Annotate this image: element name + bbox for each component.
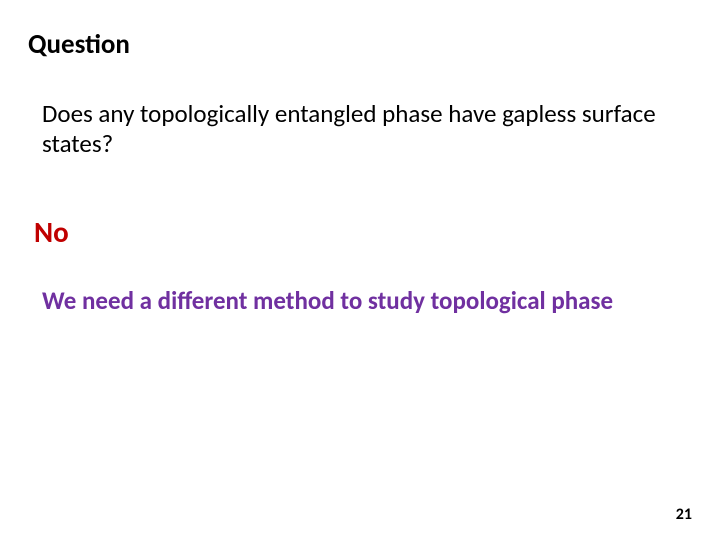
question-text: Does any topologically entangled phase h… xyxy=(42,99,686,158)
page-number: 21 xyxy=(676,505,692,524)
slide-container: Question Does any topologically entangle… xyxy=(0,0,720,540)
conclusion-text: We need a different method to study topo… xyxy=(42,286,686,316)
answer-text: No xyxy=(34,214,686,250)
slide-title: Question xyxy=(28,28,686,61)
